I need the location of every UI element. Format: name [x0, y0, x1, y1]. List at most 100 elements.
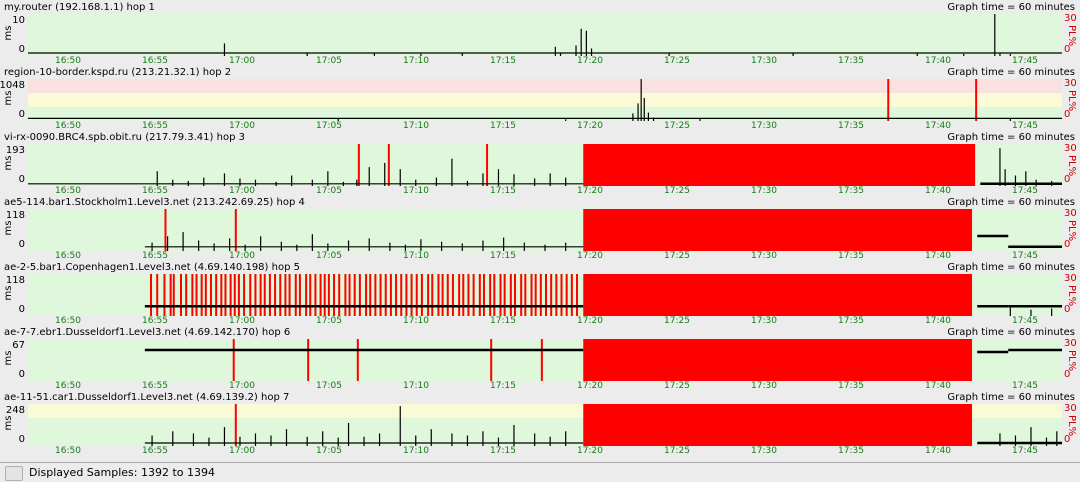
hop-title: my.router (192.168.1.1) hop 1 — [4, 2, 155, 13]
packet-loss-bar — [478, 274, 481, 316]
time-tick-label: 17:30 — [751, 316, 777, 326]
packet-loss-bar — [400, 274, 403, 316]
time-tick-label: 17:10 — [403, 316, 429, 326]
time-tick-label: 16:50 — [55, 121, 81, 131]
packet-loss-axis: 30 0 PL% — [1062, 14, 1080, 56]
packet-loss-block — [583, 274, 973, 316]
hop-panel-1[interactable]: my.router (192.168.1.1) hop 1 Graph time … — [0, 0, 1080, 66]
latency-axis-max: 118 — [5, 275, 25, 286]
latency-plot[interactable] — [28, 14, 1062, 56]
time-tick-label: 17:05 — [316, 446, 342, 456]
latency-axis: 118 0 ms — [0, 260, 28, 325]
time-tick-label: 17:25 — [664, 381, 690, 391]
packet-loss-bar — [163, 274, 166, 316]
packet-loss-bar — [274, 274, 277, 316]
packet-loss-unit: PL% — [1066, 285, 1077, 307]
packet-loss-bar — [284, 274, 287, 316]
packet-loss-bar — [200, 274, 203, 316]
packet-loss-bar — [490, 339, 493, 381]
packet-loss-bar — [220, 274, 223, 316]
packet-loss-bar — [179, 274, 182, 316]
packet-loss-bar — [509, 274, 512, 316]
latency-plot[interactable] — [28, 404, 1062, 446]
packet-loss-bar — [333, 274, 336, 316]
packet-loss-bar — [524, 274, 527, 316]
time-tick-label: 17:40 — [925, 251, 951, 261]
latency-unit: ms — [3, 285, 14, 301]
time-tick-label: 17:25 — [664, 251, 690, 261]
packet-loss-bar — [314, 274, 317, 316]
packet-loss-axis-max: 30 — [1064, 338, 1077, 349]
latency-axis-max: 118 — [5, 210, 25, 221]
packet-loss-bar — [294, 274, 297, 316]
packet-loss-bar — [365, 274, 368, 316]
hop-panel-3[interactable]: vi-rx-0090.BRC4.spb.obit.ru (217.79.3.41… — [0, 130, 1080, 196]
packet-loss-unit: PL% — [1066, 155, 1077, 177]
time-tick-label: 17:20 — [577, 446, 603, 456]
latency-chart — [28, 404, 1062, 446]
time-tick-label: 16:55 — [142, 121, 168, 131]
packet-loss-bar — [358, 274, 361, 316]
packet-loss-bar — [254, 274, 257, 316]
packet-loss-bar — [191, 274, 194, 316]
latency-plot[interactable] — [28, 274, 1062, 316]
time-tick-label: 17:35 — [838, 121, 864, 131]
packet-loss-axis: 30 0 PL% — [1062, 79, 1080, 121]
hop-panel-5[interactable]: ae-2-5.bar1.Copenhagen1.Level3.net (4.69… — [0, 260, 1080, 326]
hop-panel-7[interactable]: ae-11-51.car1.Dusseldorf1.Level3.net (4.… — [0, 390, 1080, 456]
time-tick-label: 16:50 — [55, 381, 81, 391]
packet-loss-bar — [467, 274, 470, 316]
packet-loss-block — [583, 404, 973, 446]
hop-panel-4[interactable]: ae5-114.bar1.Stockholm1.Level3.net (213.… — [0, 195, 1080, 261]
packet-loss-axis: 30 0 PL% — [1062, 209, 1080, 251]
packet-loss-axis-max: 30 — [1064, 273, 1077, 284]
latency-plot[interactable] — [28, 339, 1062, 381]
time-tick-label: 17:05 — [316, 381, 342, 391]
packet-loss-bar — [288, 274, 291, 316]
packet-loss-bar — [243, 274, 246, 316]
graph-time-label: Graph time = 60 minutes — [947, 262, 1075, 273]
latency-axis-max: 248 — [5, 405, 25, 416]
packet-loss-axis-min: 0 — [1064, 109, 1071, 120]
time-tick-label: 16:50 — [55, 186, 81, 196]
packet-loss-unit: PL% — [1066, 350, 1077, 372]
hop-panel-2[interactable]: region-10-border.kspd.ru (213.21.32.1) h… — [0, 65, 1080, 131]
time-tick-label: 17:35 — [838, 446, 864, 456]
latency-axis-min: 0 — [18, 109, 25, 120]
hop-panel-6[interactable]: ae-7-7.ebr1.Dusseldorf1.Level3.net (4.69… — [0, 325, 1080, 391]
time-tick-label: 17:15 — [490, 251, 516, 261]
packet-loss-axis-max: 30 — [1064, 143, 1077, 154]
time-tick-label: 17:00 — [229, 121, 255, 131]
time-tick-label: 17:20 — [577, 121, 603, 131]
packet-loss-bar — [520, 274, 523, 316]
packet-loss-bar — [513, 274, 516, 316]
latency-axis-min: 0 — [18, 239, 25, 250]
packet-loss-bar — [323, 274, 326, 316]
packet-loss-bar — [503, 274, 506, 316]
graph-time-label: Graph time = 60 minutes — [947, 327, 1075, 338]
latency-plot[interactable] — [28, 79, 1062, 121]
packet-loss-bar — [387, 144, 390, 186]
latency-unit: ms — [3, 90, 14, 106]
packet-loss-bar — [204, 274, 207, 316]
packet-loss-bar — [482, 274, 485, 316]
time-tick-label: 16:55 — [142, 56, 168, 66]
latency-plot[interactable] — [28, 209, 1062, 251]
time-tick-label: 17:15 — [490, 121, 516, 131]
packet-loss-bar — [357, 144, 360, 186]
status-bar-grip — [5, 466, 23, 481]
packet-loss-bar — [307, 339, 310, 381]
time-tick-label: 17:45 — [1012, 56, 1038, 66]
latency-plot[interactable] — [28, 144, 1062, 186]
packet-loss-bar — [576, 274, 579, 316]
packet-loss-bar — [570, 274, 573, 316]
time-tick-label: 17:20 — [577, 56, 603, 66]
time-tick-label: 17:10 — [403, 381, 429, 391]
time-tick-label: 17:45 — [1012, 446, 1038, 456]
time-tick-label: 16:55 — [142, 251, 168, 261]
time-axis: 16:50 16:55 17:00 17:05 17:10 17:15 17:20 17:25… — [28, 56, 1062, 66]
time-axis: 16:50 16:55 17:00 17:05 17:10 17:15 17:20 17:25… — [28, 121, 1062, 131]
time-tick-label: 17:35 — [838, 381, 864, 391]
packet-loss-bar — [565, 274, 568, 316]
packet-loss-bar — [237, 274, 240, 316]
